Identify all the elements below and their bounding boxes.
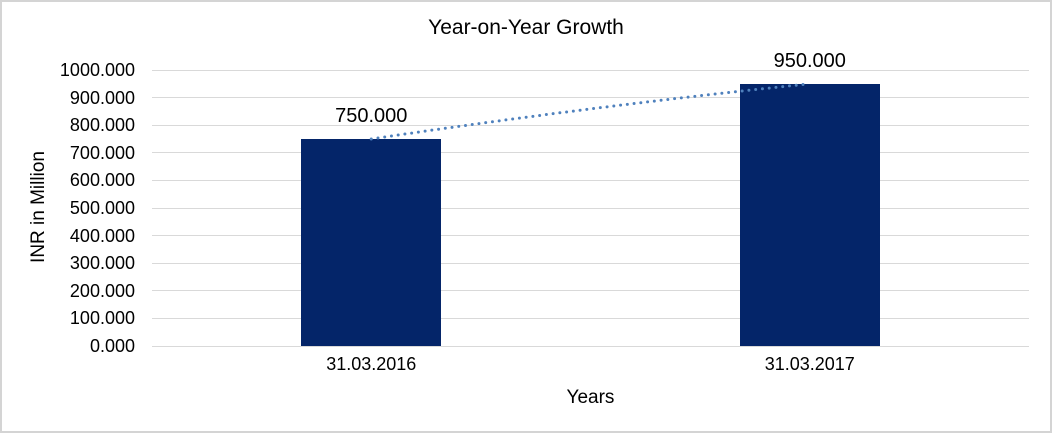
gridline <box>152 317 1029 319</box>
gridline <box>152 179 1029 181</box>
gridline <box>152 345 1029 347</box>
y-tick-label: 1000.000 <box>59 60 135 80</box>
gridline <box>152 152 1029 154</box>
y-tick-label: 600.000 <box>69 170 135 191</box>
trendline-path <box>369 82 812 141</box>
y-tick-label: 900.000 <box>69 87 135 108</box>
y-tick-label: 200.000 <box>69 280 135 301</box>
y-tick-label: 800.000 <box>69 115 135 136</box>
gridline <box>152 97 1029 99</box>
bar-value-label: 950.000 <box>773 49 846 72</box>
bar-value-label: 750.000 <box>335 105 408 127</box>
x-axis-title: Years <box>566 387 615 408</box>
y-tick-label: 100.000 <box>69 308 135 329</box>
bar <box>301 139 442 346</box>
plot-area <box>152 69 1029 347</box>
x-tick-label: 31.03.2017 <box>764 354 855 374</box>
y-tick-label: 400.000 <box>69 225 135 246</box>
gridline <box>152 235 1029 237</box>
x-tick-label: 31.03.2016 <box>326 354 417 374</box>
gridline <box>152 207 1029 209</box>
chart-title: Year-on-Year Growth <box>428 16 624 39</box>
gridline <box>152 69 1029 71</box>
y-tick-label: 300.000 <box>69 253 135 274</box>
gridline <box>152 262 1029 264</box>
y-tick-label: 700.000 <box>69 142 135 163</box>
y-tick-label: 0.000 <box>89 336 135 356</box>
gridline <box>152 124 1029 126</box>
bar <box>739 83 880 346</box>
gridline <box>152 290 1029 292</box>
y-tick-label: 500.000 <box>69 198 135 218</box>
trendline <box>369 82 812 141</box>
